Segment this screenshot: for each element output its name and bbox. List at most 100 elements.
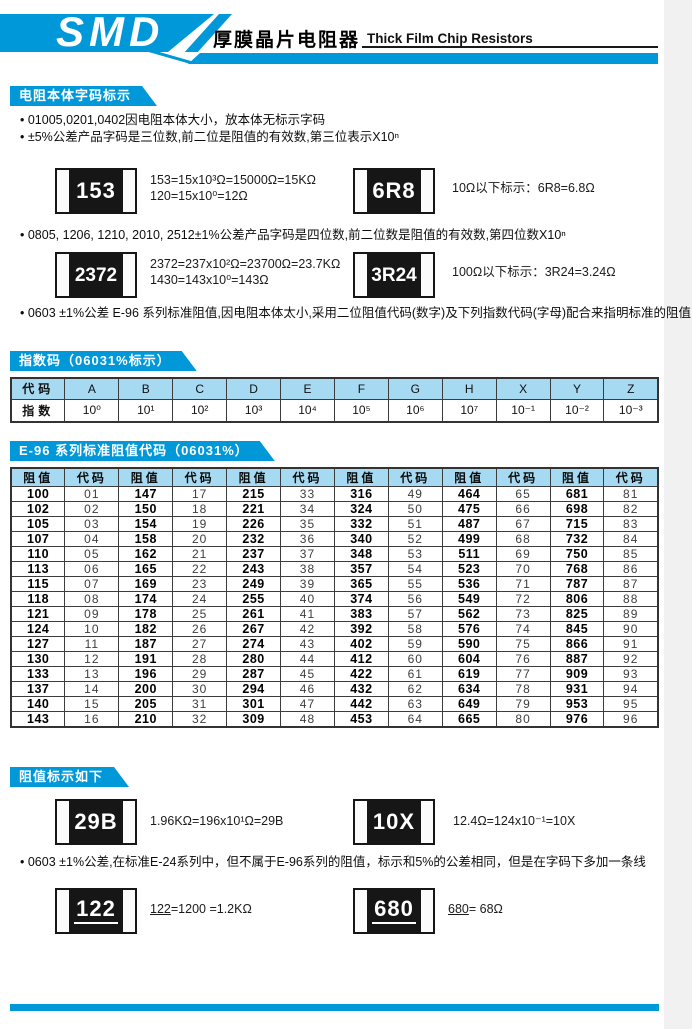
chip-code-label: 153 [76,178,116,203]
chip-end-cap [57,254,69,296]
e96-col-header: 代码 [280,467,335,487]
code-cell: 30 [172,681,228,697]
formula-29b: 1.96KΩ=196x10¹Ω=29B [150,814,284,828]
code-cell: 49 [387,486,443,502]
e96-row: 107 04 158 20 232 36 340 52 499 68 732 84 [10,531,659,547]
exp-code-letter: X [495,377,551,400]
code-cell: 02 [64,501,120,517]
exp-code-letter: F [333,377,389,400]
code-cell: 14 [64,681,120,697]
resistance-value-cell: 768 [549,561,605,577]
code-cell: 62 [387,681,443,697]
formula-122: 122=1200 =1.2KΩ [150,901,252,917]
resistance-value-cell: 348 [333,546,389,562]
e96-col-header: 阻值 [441,467,497,487]
chip-end-cap [421,170,433,212]
page-edge-strip [664,0,692,1029]
exp-code-letter: C [172,377,228,400]
resistance-value-cell: 475 [441,501,497,517]
code-cell: 31 [172,696,228,712]
chip-end-cap [355,801,367,843]
exp-row-label: 指数 [10,398,66,423]
code-cell: 05 [64,546,120,562]
section-banner-value-marking: 阻值标示如下 [10,767,129,787]
resistance-value-cell: 649 [441,696,497,712]
resistance-value-cell: 178 [118,606,174,622]
e96-row: 105 03 154 19 226 35 332 51 487 67 715 83 [10,516,659,532]
header-thin-line [0,49,150,52]
resistance-value-cell: 392 [333,621,389,637]
code-cell: 33 [280,486,335,502]
resistance-value-cell: 221 [226,501,282,517]
resistance-value-cell: 909 [549,666,605,682]
resistance-value-cell: 115 [10,576,66,592]
code-cell: 37 [280,546,335,562]
chip-end-cap [421,254,433,296]
code-cell: 85 [603,546,659,562]
resistance-value-cell: 750 [549,546,605,562]
resistance-value-cell: 523 [441,561,497,577]
exp-power-value: 10³ [226,398,282,423]
resistance-value-cell: 365 [333,576,389,592]
resistance-value-cell: 105 [10,516,66,532]
code-cell: 96 [603,711,659,728]
code-cell: 57 [387,606,443,622]
resistance-value-cell: 169 [118,576,174,592]
resistance-value-cell: 402 [333,636,389,652]
page-title: 厚膜晶片电阻器 [213,30,361,51]
chip-code-label: 680 [372,898,416,924]
resistor-chip-153: 153 [55,168,137,214]
e96-row: 100 01 147 17 215 33 316 49 464 65 681 81 [10,486,659,502]
chip-end-cap [123,254,135,296]
exp-power-value: 10¹ [118,398,174,423]
code-cell: 18 [172,501,228,517]
resistance-value-cell: 174 [118,591,174,607]
resistance-value-cell: 294 [226,681,282,697]
resistance-value-cell: 316 [333,486,389,502]
resistance-value-cell: 562 [441,606,497,622]
code-cell: 23 [172,576,228,592]
exponent-code-table: 代码 A B C D E F G H X Y Z 指数 10⁰ 10¹ 10² 10³ 10⁴ 10⁵ 10⁶ 10⁷ 1… [10,377,659,423]
resistance-value-cell: 432 [333,681,389,697]
code-cell: 53 [387,546,443,562]
resistance-value-cell: 887 [549,651,605,667]
code-cell: 72 [495,591,551,607]
code-cell: 70 [495,561,551,577]
exp-power-value: 10⁶ [387,398,443,423]
formula-2372: 2372=237x10²Ω=23700Ω=23.7KΩ 1430=143x10⁰… [150,256,340,288]
code-cell: 65 [495,486,551,502]
exp-power-value: 10⁷ [441,398,497,423]
formula-680: 680= 68Ω [448,901,503,917]
code-cell: 77 [495,666,551,682]
exp-code-letter: H [441,377,497,400]
resistance-value-cell: 332 [333,516,389,532]
resistor-chip-3r24: 3R24 [353,252,435,298]
resistance-value-cell: 255 [226,591,282,607]
resistance-value-cell: 665 [441,711,497,728]
exp-power-value: 10⁴ [280,398,335,423]
resistance-value-cell: 133 [10,666,66,682]
chip-body: 122 [69,890,123,932]
resistance-value-cell: 309 [226,711,282,728]
code-cell: 17 [172,486,228,502]
code-cell: 76 [495,651,551,667]
e96-col-header: 代码 [387,467,443,487]
resistance-value-cell: 340 [333,531,389,547]
resistance-value-cell: 127 [10,636,66,652]
resistance-value-cell: 143 [10,711,66,728]
code-cell: 10 [64,621,120,637]
code-cell: 29 [172,666,228,682]
code-cell: 03 [64,516,120,532]
chip-end-cap [57,170,69,212]
code-cell: 56 [387,591,443,607]
code-cell: 95 [603,696,659,712]
e96-row: 137 14 200 30 294 46 432 62 634 78 931 94 [10,681,659,697]
code-cell: 11 [64,636,120,652]
code-cell: 52 [387,531,443,547]
brand-logo: SMD [56,8,165,55]
e96-col-header: 阻值 [226,467,282,487]
resistance-value-cell: 619 [441,666,497,682]
code-cell: 38 [280,561,335,577]
exp-code-letter: E [280,377,335,400]
resistance-value-cell: 357 [333,561,389,577]
